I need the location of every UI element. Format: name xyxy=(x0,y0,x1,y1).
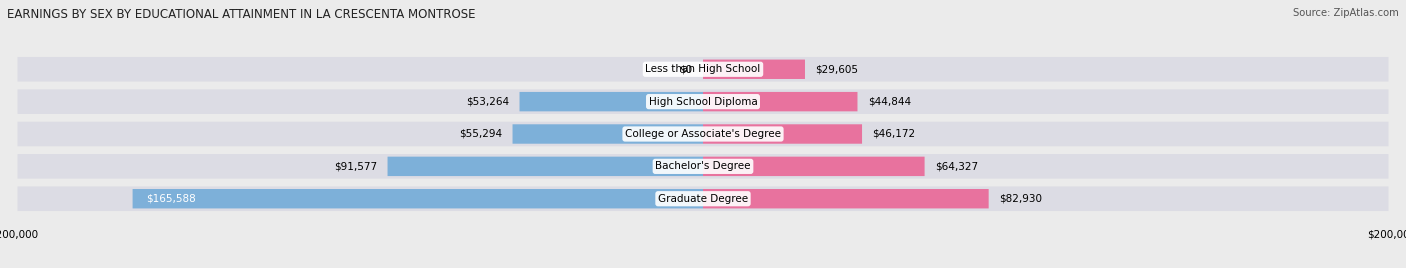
Text: $29,605: $29,605 xyxy=(815,64,858,74)
Text: Less than High School: Less than High School xyxy=(645,64,761,74)
FancyBboxPatch shape xyxy=(132,189,703,209)
Text: $0: $0 xyxy=(679,64,693,74)
Text: College or Associate's Degree: College or Associate's Degree xyxy=(626,129,780,139)
FancyBboxPatch shape xyxy=(17,187,1389,211)
Text: $64,327: $64,327 xyxy=(935,161,979,171)
Text: $53,264: $53,264 xyxy=(465,97,509,107)
Text: Bachelor's Degree: Bachelor's Degree xyxy=(655,161,751,171)
FancyBboxPatch shape xyxy=(388,157,703,176)
Text: $82,930: $82,930 xyxy=(1000,194,1042,204)
Text: $165,588: $165,588 xyxy=(146,194,195,204)
Text: $46,172: $46,172 xyxy=(872,129,915,139)
Text: EARNINGS BY SEX BY EDUCATIONAL ATTAINMENT IN LA CRESCENTA MONTROSE: EARNINGS BY SEX BY EDUCATIONAL ATTAINMEN… xyxy=(7,8,475,21)
FancyBboxPatch shape xyxy=(703,92,858,111)
FancyBboxPatch shape xyxy=(513,124,703,144)
Text: $55,294: $55,294 xyxy=(460,129,502,139)
FancyBboxPatch shape xyxy=(703,157,925,176)
Text: Graduate Degree: Graduate Degree xyxy=(658,194,748,204)
FancyBboxPatch shape xyxy=(17,57,1389,81)
FancyBboxPatch shape xyxy=(703,124,862,144)
Text: Source: ZipAtlas.com: Source: ZipAtlas.com xyxy=(1294,8,1399,18)
Text: High School Diploma: High School Diploma xyxy=(648,97,758,107)
FancyBboxPatch shape xyxy=(17,122,1389,146)
FancyBboxPatch shape xyxy=(703,189,988,209)
Text: $44,844: $44,844 xyxy=(868,97,911,107)
FancyBboxPatch shape xyxy=(17,154,1389,179)
FancyBboxPatch shape xyxy=(703,59,806,79)
Text: $91,577: $91,577 xyxy=(335,161,377,171)
FancyBboxPatch shape xyxy=(520,92,703,111)
FancyBboxPatch shape xyxy=(17,89,1389,114)
